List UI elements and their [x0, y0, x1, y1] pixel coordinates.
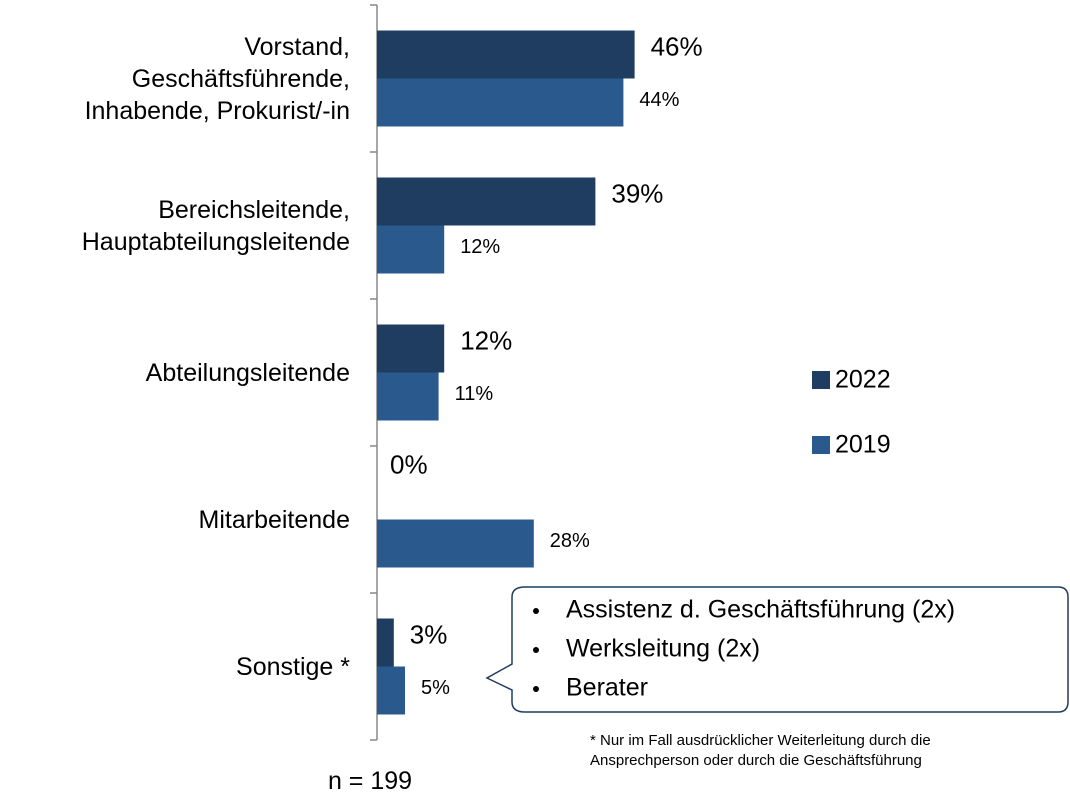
bar: [377, 177, 596, 226]
data-label: 39%: [611, 178, 663, 208]
bar: [377, 225, 445, 274]
callout-item: Assistenz d. Geschäftsführung (2x): [566, 596, 955, 624]
bar: [377, 519, 534, 568]
callout-item: Werksleitung (2x): [566, 635, 760, 663]
bullet: [533, 647, 539, 653]
data-label: 0%: [390, 450, 428, 480]
data-label: 46%: [651, 31, 703, 61]
footnote: * Nur im Fall ausdrücklicher Weiterleitu…: [590, 732, 931, 769]
category-label: Sonstige *: [236, 652, 350, 681]
bullet: [533, 686, 539, 692]
data-label: 11%: [455, 383, 494, 405]
bar: [377, 324, 445, 373]
legend-label: 2019: [835, 431, 891, 459]
bar: [377, 372, 439, 421]
legend-label: 2022: [835, 366, 891, 394]
category-label: Vorstand, Geschäftsführende, Inhabende, …: [84, 32, 350, 125]
category-label: Abteilungsleitende: [145, 358, 350, 387]
data-label: 12%: [460, 236, 500, 258]
data-label: 5%: [421, 677, 450, 699]
category-label: Bereichsleitende, Hauptabteilungsleitend…: [81, 195, 350, 256]
callout-item: Berater: [566, 674, 648, 702]
bar: [377, 618, 394, 667]
sample-size: n = 199: [327, 767, 413, 795]
legend-swatch: [812, 371, 830, 389]
data-label: 3%: [410, 619, 448, 649]
data-label: 44%: [639, 89, 679, 111]
bullet: [533, 608, 539, 614]
bar: [377, 78, 624, 127]
category-label: Mitarbeitende: [198, 505, 350, 534]
legend-swatch: [812, 436, 830, 454]
data-label: 12%: [460, 325, 512, 355]
bar: [377, 666, 405, 715]
data-label: 28%: [550, 530, 590, 552]
callout-box: [485, 586, 1069, 713]
bar: [377, 30, 635, 79]
